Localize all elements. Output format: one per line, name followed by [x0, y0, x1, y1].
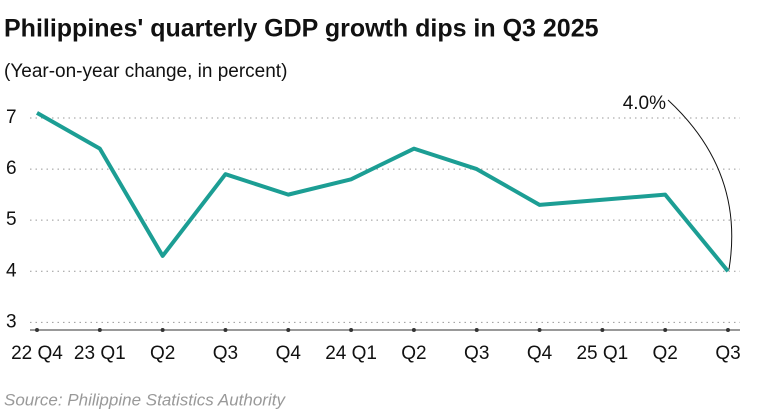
- x-tick-label: 23 Q1: [74, 343, 126, 364]
- x-tick-label: Q3: [715, 343, 740, 364]
- x-tick: [537, 328, 542, 332]
- x-tick: [35, 328, 39, 332]
- x-tick: [223, 328, 228, 332]
- x-tick: [600, 328, 605, 332]
- y-tick-label: 4: [6, 260, 17, 281]
- data-line: [36, 111, 730, 273]
- value-label: 4.0%: [623, 93, 666, 114]
- source: Source: Philippine Statistics Authority: [4, 390, 286, 409]
- x-tick-label: Q2: [150, 343, 175, 364]
- x-tick: [474, 328, 479, 332]
- x-tick-label: 25 Q1: [576, 343, 628, 364]
- x-tick-label: Q3: [464, 343, 489, 364]
- x-tick: [160, 328, 165, 332]
- x-tick: [286, 328, 291, 332]
- x-tick-label: Q4: [527, 343, 553, 364]
- y-tick-label: 6: [6, 158, 17, 179]
- x-tick-label: Q3: [213, 343, 238, 364]
- y-tick-label: 5: [6, 209, 17, 230]
- chart-title: Philippines' quarterly GDP growth dips i…: [4, 15, 599, 43]
- x-tick: [349, 328, 354, 332]
- x-tick: [97, 328, 102, 332]
- annotation-line: [667, 99, 733, 270]
- y-tick-label: 3: [6, 311, 17, 332]
- x-tick: [663, 328, 668, 332]
- x-tick-label: 24 Q1: [325, 343, 377, 364]
- y-tick-label: 7: [6, 107, 17, 128]
- x-tick: [411, 328, 416, 332]
- x-tick: [726, 328, 730, 332]
- x-tick-label: 22 Q4: [11, 343, 63, 364]
- chart-subtitle: (Year-on-year change, in percent): [4, 61, 287, 82]
- x-tick-label: Q2: [653, 343, 678, 364]
- x-tick-label: Q4: [276, 343, 302, 364]
- x-tick-label: Q2: [401, 343, 426, 364]
